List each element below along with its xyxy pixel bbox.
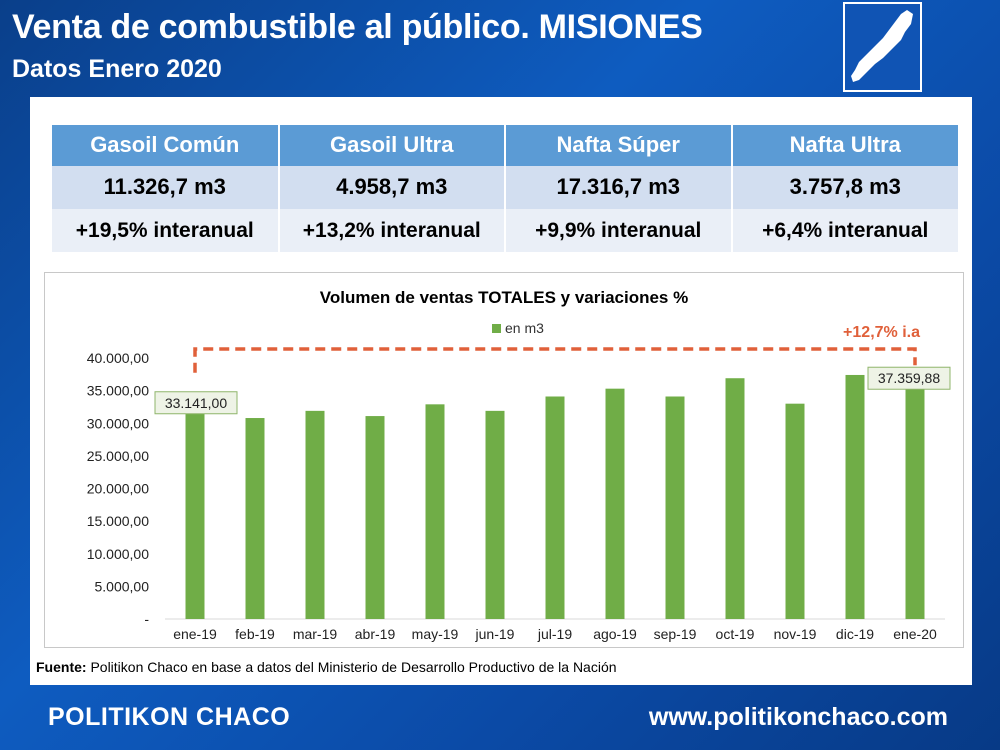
source-note: Fuente: Politikon Chaco en base a datos … [36, 659, 617, 675]
x-tick-label: abr-19 [355, 626, 396, 642]
footer-url[interactable]: www.politikonchaco.com [648, 703, 948, 731]
bar [305, 410, 325, 619]
x-tick-label: feb-19 [235, 626, 275, 642]
source-label: Fuente: [36, 659, 87, 675]
fuel-volume-cell: 11.326,7 m3 [52, 165, 280, 210]
x-tick-label: ene-20 [893, 626, 937, 642]
fuel-column-header: Gasoil Ultra [278, 125, 506, 166]
y-tick-label: 15.000,00 [87, 513, 149, 529]
annotation-label: +12,7% i.a [843, 324, 920, 341]
sales-chart-svg: Volumen de ventas TOTALES y variaciones … [87, 288, 951, 642]
page-subtitle: Datos Enero 2020 [12, 55, 222, 83]
fuel-column-header: Nafta Ultra [731, 125, 958, 166]
legend-label: en m3 [505, 320, 544, 336]
x-tick-label: nov-19 [774, 626, 817, 642]
fuel-variation-row: +19,5% interanual +13,2% interanual +9,9… [52, 209, 958, 252]
annotation-bracket [193, 347, 917, 373]
fuel-volume-cell: 17.316,7 m3 [505, 165, 733, 210]
fuel-summary-table: Gasoil Común Gasoil Ultra Nafta Súper Na… [52, 125, 958, 252]
sales-chart: Volumen de ventas TOTALES y variaciones … [44, 272, 964, 648]
bar [665, 396, 685, 619]
page-title: Venta de combustible al público. MISIONE… [12, 8, 703, 46]
y-tick-label: 20.000,00 [87, 481, 149, 497]
misiones-map-icon [843, 2, 922, 92]
source-text: Politikon Chaco en base a datos del Mini… [86, 659, 617, 675]
fuel-column-header: Gasoil Común [52, 125, 280, 166]
legend-swatch [492, 324, 501, 333]
bar [605, 388, 625, 619]
x-tick-label: sep-19 [654, 626, 697, 642]
footer-brand: POLITIKON CHACO [48, 703, 291, 731]
data-label-box [867, 366, 951, 390]
y-tick-label: 10.000,00 [87, 546, 149, 562]
data-label-box [154, 391, 238, 415]
y-tick-label: 25.000,00 [87, 448, 149, 464]
x-tick-label: mar-19 [293, 626, 338, 642]
x-tick-label: jul-19 [537, 626, 572, 642]
fuel-volume-cell: 4.958,7 m3 [278, 165, 506, 210]
fuel-variation-cell: +13,2% interanual [278, 209, 506, 252]
x-tick-label: dic-19 [836, 626, 874, 642]
x-tick-label: ago-19 [593, 626, 637, 642]
x-tick-label: ene-19 [173, 626, 217, 642]
bar [845, 374, 865, 619]
x-tick-label: may-19 [412, 626, 459, 642]
bar [725, 378, 745, 619]
y-tick-label: 30.000,00 [87, 415, 149, 431]
y-tick-label: 40.000,00 [87, 350, 149, 366]
fuel-variation-cell: +9,9% interanual [505, 209, 733, 252]
bar [365, 416, 385, 619]
fuel-variation-cell: +19,5% interanual [52, 209, 280, 252]
fuel-volume-cell: 3.757,8 m3 [731, 165, 958, 210]
x-tick-label: oct-19 [716, 626, 755, 642]
bar [785, 403, 805, 619]
data-label: 37.359,88 [878, 370, 940, 386]
data-label: 33.141,00 [165, 395, 227, 411]
bar [545, 396, 565, 619]
fuel-header-row: Gasoil Común Gasoil Ultra Nafta Súper Na… [52, 125, 958, 166]
y-tick-label: - [144, 611, 149, 627]
bar [185, 402, 205, 619]
y-tick-label: 35.000,00 [87, 383, 149, 399]
bar [425, 404, 445, 619]
bar [245, 418, 265, 619]
y-tick-label: 5.000,00 [95, 578, 150, 594]
content-panel: Gasoil Común Gasoil Ultra Nafta Súper Na… [30, 97, 972, 685]
fuel-column-header: Nafta Súper [505, 125, 733, 166]
bar [485, 410, 505, 619]
chart-title: Volumen de ventas TOTALES y variaciones … [320, 288, 688, 307]
fuel-variation-cell: +6,4% interanual [731, 209, 958, 252]
fuel-volume-row: 11.326,7 m3 4.958,7 m3 17.316,7 m3 3.757… [52, 165, 958, 210]
x-tick-label: jun-19 [475, 626, 515, 642]
bar [905, 375, 925, 619]
